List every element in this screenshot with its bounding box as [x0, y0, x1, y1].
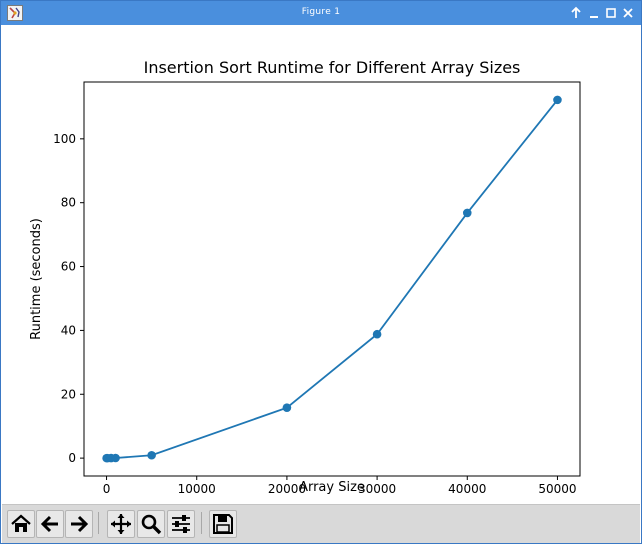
y-axis-label: Runtime (seconds)	[29, 218, 44, 340]
series-line	[106, 99, 559, 460]
data-point	[282, 403, 292, 412]
window-title: Figure 1	[301, 7, 341, 17]
arrow-left-icon	[40, 515, 58, 533]
x-tick-label: 50000	[538, 482, 576, 496]
home-button[interactable]	[7, 510, 35, 538]
forward-button[interactable]	[65, 510, 93, 538]
chart-title: Insertion Sort Runtime for Different Arr…	[144, 58, 521, 77]
figure-canvas[interactable]: Insertion Sort Runtime for Different Arr…	[2, 26, 640, 504]
save-button[interactable]	[209, 510, 237, 538]
back-button[interactable]	[36, 510, 64, 538]
x-tick-label: 30000	[358, 482, 396, 496]
y-tick-label: 100	[53, 132, 76, 146]
zoom-button[interactable]	[137, 510, 165, 538]
close-icon[interactable]	[621, 5, 635, 21]
data-point	[111, 453, 120, 463]
x-tick-label: 0	[103, 482, 111, 496]
navigation-toolbar	[2, 504, 640, 543]
title-bar[interactable]: Figure 1	[1, 1, 641, 25]
plot-area	[83, 81, 581, 477]
data-point	[462, 208, 472, 218]
arrow-right-icon	[71, 515, 89, 533]
maximize-vertical-icon[interactable]	[569, 5, 583, 21]
minimize-icon[interactable]	[587, 5, 601, 21]
y-tick-label: 60	[61, 260, 76, 274]
home-icon	[11, 514, 31, 532]
pan-button[interactable]	[107, 510, 135, 538]
configure-subplots-button[interactable]	[167, 510, 195, 538]
x-tick-label: 40000	[448, 482, 486, 496]
data-point	[372, 329, 382, 339]
y-tick-label: 40	[61, 323, 76, 337]
floppy-disk-icon	[213, 514, 233, 534]
maximize-icon[interactable]	[604, 5, 618, 21]
y-tick-label: 20	[61, 387, 76, 401]
y-tick-label: 0	[68, 451, 76, 465]
runtime-chart: Insertion Sort Runtime for Different Arr…	[29, 58, 581, 496]
data-point	[147, 450, 156, 460]
toolbar-separator	[201, 512, 202, 534]
sliders-icon	[172, 515, 190, 533]
x-tick-label: 10000	[178, 482, 216, 496]
magnifier-icon	[141, 514, 162, 535]
x-axis-label: Array Size	[299, 480, 365, 495]
y-tick-label: 80	[61, 196, 76, 210]
app-icon	[7, 5, 23, 21]
move-icon	[111, 514, 131, 534]
x-tick-label: 20000	[268, 482, 306, 496]
data-point	[553, 95, 562, 105]
toolbar-separator	[98, 512, 99, 534]
